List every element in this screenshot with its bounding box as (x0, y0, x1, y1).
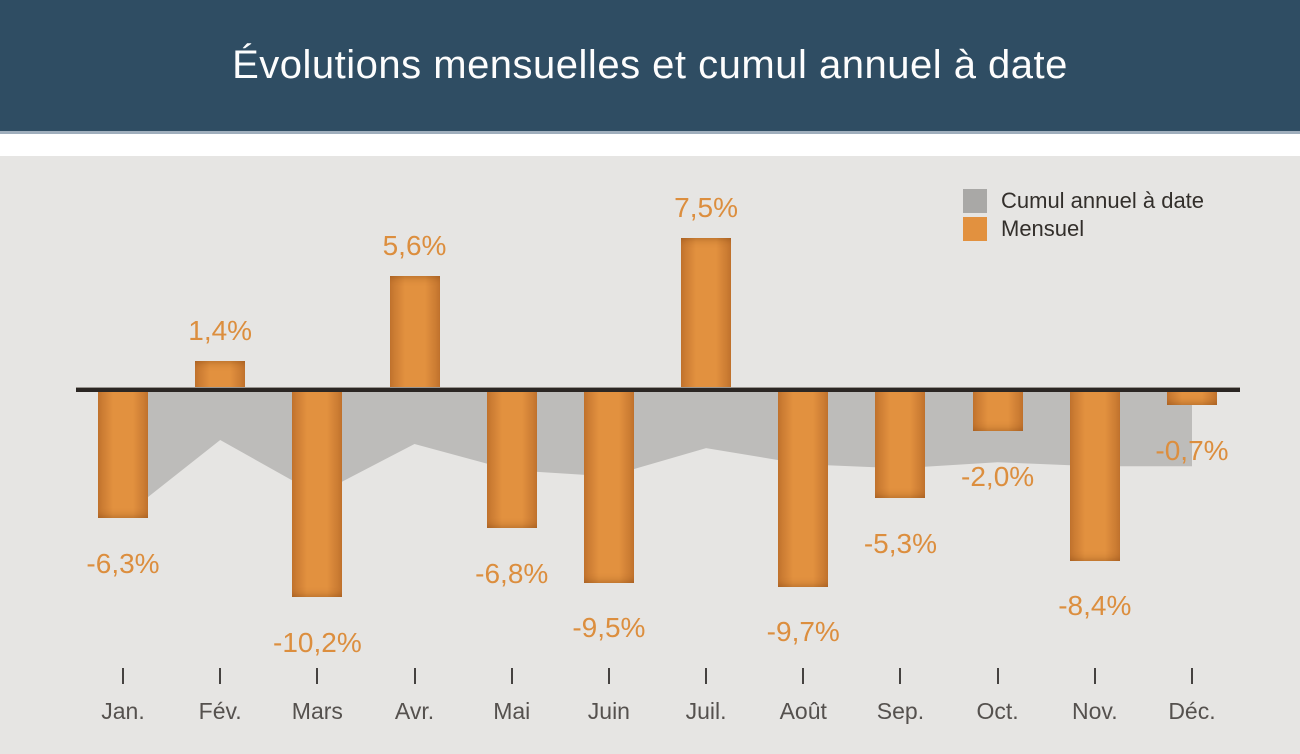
header-banner: Évolutions mensuelles et cumul annuel à … (0, 0, 1300, 134)
month-tick-Avr. (413, 668, 416, 684)
mensuel-bar-Déc. (1166, 391, 1217, 406)
mensuel-bar-Oct. (972, 391, 1023, 432)
value-label-Mars: -10,2% (273, 626, 362, 658)
mensuel-bar-Fév. (195, 361, 246, 390)
mensuel-swatch-icon (963, 217, 987, 241)
month-tick-Mars (316, 668, 319, 684)
value-label-Déc.: -0,7% (1155, 434, 1229, 466)
mensuel-bar-Avr. (389, 276, 440, 390)
value-label-Août: -9,7% (766, 616, 840, 648)
mensuel-bar-Juin (583, 391, 634, 583)
mensuel-bar-Sep. (875, 391, 926, 499)
legend-label-cumul: Cumul annuel à date (1001, 188, 1205, 213)
month-label-Juin: Juin (587, 698, 630, 724)
month-label-Sep.: Sep. (876, 698, 925, 724)
mensuel-bar-Mars (292, 391, 343, 598)
month-tick-Fév. (219, 668, 222, 684)
legend-row-cumul: Cumul annuel à date (963, 188, 1205, 213)
month-label-Déc.: Déc. (1168, 698, 1216, 724)
mensuel-bar-Jan. (98, 391, 148, 519)
legend-row-mensuel: Mensuel (963, 216, 1204, 241)
legend: Cumul annuel à date Mensuel (963, 188, 1205, 245)
month-label-Avr.: Avr. (394, 698, 435, 724)
month-label-Nov.: Nov. (1072, 698, 1118, 724)
month-label-Mars: Mars (291, 698, 343, 724)
value-label-Fév.: 1,4% (188, 315, 253, 347)
month-tick-Mai (510, 668, 513, 684)
month-label-Mai: Mai (493, 698, 531, 724)
month-tick-Août (802, 668, 805, 684)
value-label-Sep.: -5,3% (863, 527, 938, 559)
value-label-Juin: -9,5% (572, 612, 646, 644)
month-tick-Nov. (1093, 668, 1096, 684)
month-label-Jan.: Jan. (101, 698, 145, 724)
month-tick-Jan. (122, 668, 124, 684)
month-tick-Oct. (996, 668, 999, 684)
month-label-Juil.: Juil. (685, 698, 727, 724)
month-label-Fév.: Fév. (198, 698, 242, 724)
cumul-swatch-icon (963, 189, 987, 213)
value-label-Juil.: 7,5% (674, 192, 738, 223)
page-title: Évolutions mensuelles et cumul annuel à … (232, 43, 1068, 87)
mensuel-bar-Juil. (681, 238, 732, 390)
value-label-Nov.: -8,4% (1058, 590, 1132, 622)
mensuel-bar-Nov. (1069, 391, 1120, 561)
mensuel-bar-Août (778, 391, 829, 587)
value-label-Mai: -6,8% (475, 557, 549, 589)
month-label-Août: Août (779, 698, 827, 724)
month-tick-Juin (607, 668, 610, 684)
month-label-Oct.: Oct. (976, 698, 1019, 724)
month-tick-Juil. (705, 668, 708, 684)
legend-label-mensuel: Mensuel (1001, 216, 1085, 241)
value-label-Avr.: 5,6% (382, 230, 447, 262)
month-tick-Sep. (899, 668, 902, 684)
value-label-Oct.: -2,0% (961, 460, 1035, 492)
value-label-Jan.: -6,3% (86, 547, 160, 579)
zero-axis-line (76, 387, 1240, 392)
month-tick-Déc. (1190, 668, 1193, 684)
mensuel-bar-Mai (486, 391, 537, 529)
